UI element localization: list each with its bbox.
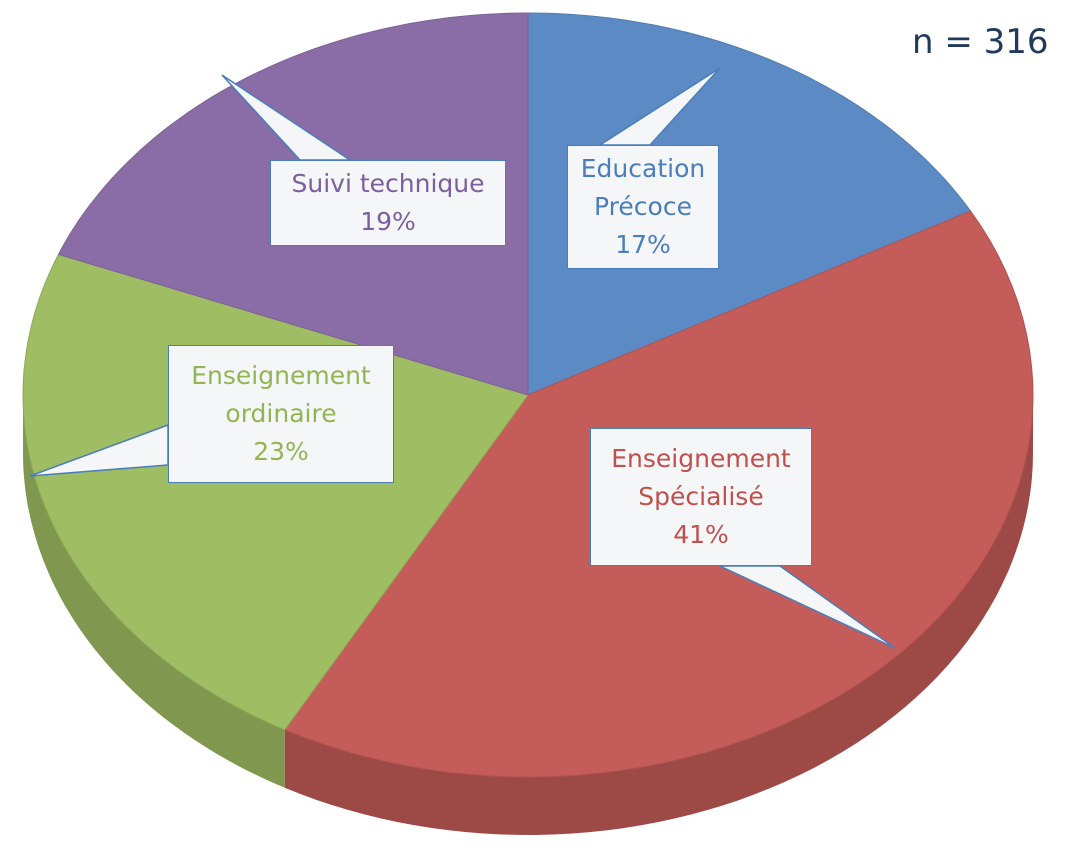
pie-side [284, 395, 1033, 835]
pie-slice [22, 253, 529, 731]
value-label: 17% [615, 230, 671, 259]
data-label: Enseignement Spécialisé 41% [590, 428, 812, 566]
value-label: 41% [673, 520, 729, 549]
callout-pointer [719, 565, 896, 649]
data-label: Suivi technique 19% [270, 160, 506, 246]
pie-slice [527, 12, 972, 396]
data-label: Enseignement ordinaire 23% [168, 345, 394, 483]
data-label: Education Précoce 17% [567, 145, 719, 269]
pie-side [23, 395, 285, 788]
annotation: n = 316 [912, 22, 1049, 62]
category-label: Enseignement ordinaire [191, 361, 371, 428]
value-label: 23% [253, 437, 309, 466]
category-label: Education Précoce [580, 154, 706, 221]
category-label: Enseignement Spécialisé [611, 444, 791, 511]
category-label: Suivi technique [291, 169, 485, 198]
value-label: 19% [360, 207, 416, 236]
